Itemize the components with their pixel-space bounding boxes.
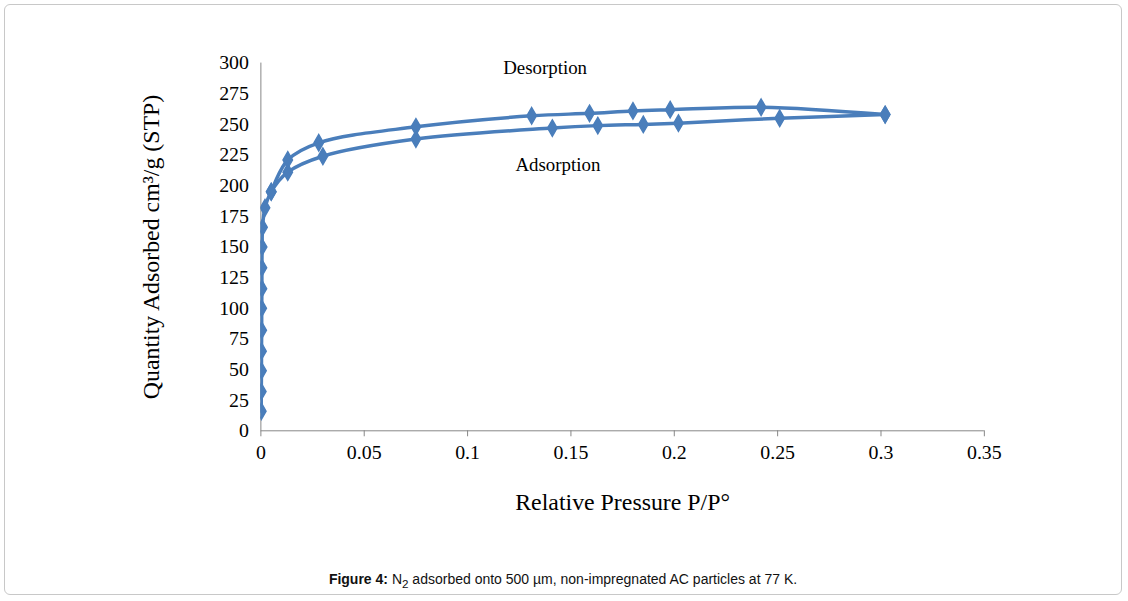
svg-text:0: 0 — [256, 441, 266, 463]
svg-text:125: 125 — [219, 266, 249, 288]
svg-text:0.35: 0.35 — [967, 441, 1002, 463]
svg-text:25: 25 — [229, 389, 249, 411]
svg-text:0.15: 0.15 — [554, 441, 589, 463]
svg-text:0.1: 0.1 — [455, 441, 480, 463]
svg-text:250: 250 — [219, 113, 249, 135]
svg-text:300: 300 — [219, 51, 249, 73]
svg-text:150: 150 — [219, 235, 249, 257]
svg-text:0.3: 0.3 — [869, 441, 894, 463]
svg-text:100: 100 — [219, 297, 249, 319]
svg-text:75: 75 — [229, 327, 249, 349]
svg-text:225: 225 — [219, 143, 249, 165]
svg-text:275: 275 — [219, 82, 249, 104]
svg-text:Adsorption: Adsorption — [515, 154, 600, 175]
html-text:Figure 4: N2adsorbed onto 500: Figure 4: N2adsorbed onto 500 µm, non-im… — [328, 571, 798, 590]
svg-text:50: 50 — [229, 358, 249, 380]
svg-text:0.25: 0.25 — [760, 441, 795, 463]
svg-text:Relative Pressure P/P°: Relative Pressure P/P° — [515, 489, 730, 515]
svg-text:200: 200 — [219, 174, 249, 196]
svg-text:0.05: 0.05 — [347, 441, 382, 463]
svg-text:175: 175 — [219, 205, 249, 227]
svg-text:Desorption: Desorption — [503, 57, 587, 78]
svg-text:Quantity Adsorbed cm³/g (STP): Quantity Adsorbed cm³/g (STP) — [138, 95, 164, 400]
svg-text:0.2: 0.2 — [662, 441, 687, 463]
svg-text:0: 0 — [239, 419, 249, 441]
